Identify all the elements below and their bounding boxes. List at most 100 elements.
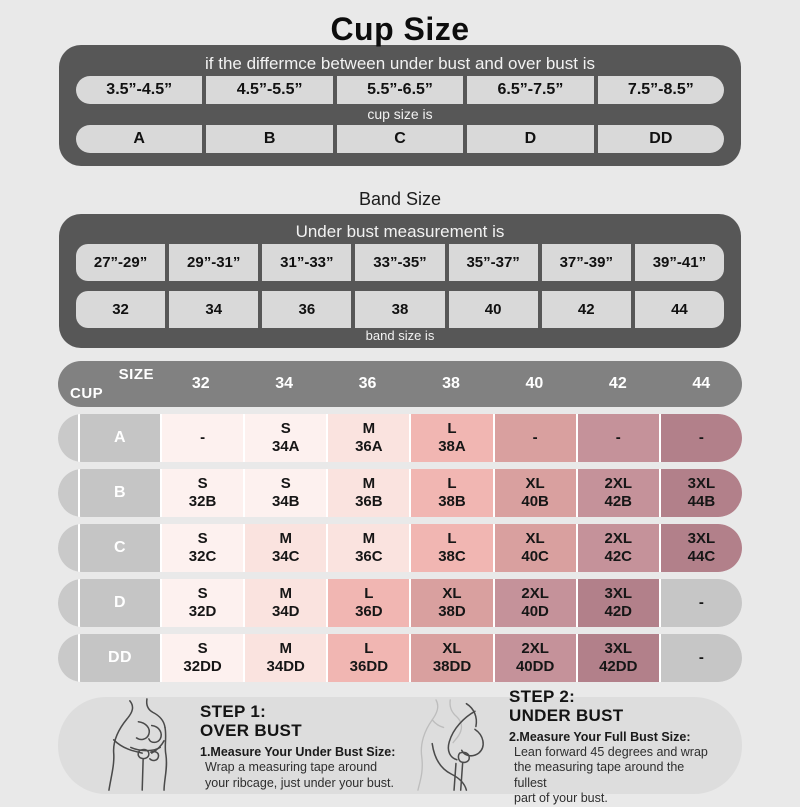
band-size-panel: Under bust measurement is 27”-29” 29”-31”… xyxy=(59,214,741,348)
size-cell-code: 36B xyxy=(355,493,383,510)
size-cell: M 34C xyxy=(245,524,327,572)
size-cell: 3XL 42D xyxy=(577,579,659,627)
step-2-name: UNDER BUST xyxy=(509,705,624,725)
matrix-row: B S 32B S 34B M 36B L 38B XL 40B 2XL 42B 3XL 44B xyxy=(58,469,742,517)
band-range-cell: 29”-31” xyxy=(169,244,259,281)
size-cell: - xyxy=(660,414,742,462)
size-cell-code: 34C xyxy=(271,548,300,565)
size-cell-empty: - xyxy=(532,429,538,446)
size-cell: 3XL 44B xyxy=(660,469,742,517)
step-2-block: STEP 2: UNDER BUST 2.Measure Your Full B… xyxy=(407,687,716,805)
band-row-gap xyxy=(76,281,724,291)
row-left-cap xyxy=(58,634,78,682)
size-cell-empty: - xyxy=(698,429,704,446)
band-range-cell: 35”-37” xyxy=(448,244,538,281)
size-cell: 2XL 42C xyxy=(577,524,659,572)
cup-range-cell: 4.5”-5.5” xyxy=(206,76,333,104)
size-cell-code: 40B xyxy=(521,493,549,510)
size-cell-code: 44B xyxy=(687,493,716,510)
size-cell: - xyxy=(494,414,576,462)
size-cell: M 36C xyxy=(328,524,410,572)
step-2-text: STEP 2: UNDER BUST 2.Measure Your Full B… xyxy=(509,685,716,807)
size-cell-code: 34DD xyxy=(266,658,305,675)
size-cell-code: 40D xyxy=(521,603,549,620)
cup-range-row: 3.5”-4.5” 4.5”-5.5” 5.5”-6.5” 6.5”-7.5” 7.5”… xyxy=(76,76,725,104)
band-range-cell: 33”-35” xyxy=(355,244,445,281)
band-size-cell: 42 xyxy=(541,291,631,328)
size-cell: M 34D xyxy=(245,579,327,627)
size-cell-size: M xyxy=(362,475,376,492)
band-size-is-label: band size is xyxy=(365,328,435,343)
step-1-block: STEP 1: OVER BUST 1.Measure Your Under B… xyxy=(98,697,407,794)
cup-letter-row: A B C D DD xyxy=(76,125,725,153)
cup-range-cell: 7.5”-8.5” xyxy=(597,76,725,104)
row-cup-label: D xyxy=(80,579,160,627)
size-cell: S 32B xyxy=(162,469,244,517)
step-2-label: STEP 2: xyxy=(509,686,576,706)
size-cell-size: M xyxy=(279,530,292,547)
cup-range-cell: 6.5”-7.5” xyxy=(467,76,594,104)
band-range-row: 27”-29” 29”-31” 31”-33” 33”-35” 35”-37” 37”-3… xyxy=(76,244,724,281)
step-1-body: Wrap a measuring tape around your ribcag… xyxy=(205,760,394,790)
size-cell-code: 38B xyxy=(438,493,466,510)
row-left-cap xyxy=(58,414,78,462)
size-cell-code: 32DD xyxy=(183,658,222,675)
size-cell-empty: - xyxy=(615,429,621,446)
size-cell-code: 32B xyxy=(188,493,217,510)
step-1-text: STEP 1: OVER BUST 1.Measure Your Under B… xyxy=(200,700,407,791)
matrix-column-header: 36 xyxy=(358,375,377,392)
size-cell-code: 40DD xyxy=(515,658,555,675)
size-cell-size: 3XL xyxy=(604,640,633,657)
matrix-row: D S 32D M 34D L 36D XL 38D 2XL 40D 3XL 42D - xyxy=(58,579,742,627)
size-cell: L 38C xyxy=(411,524,493,572)
size-cell: S 32D xyxy=(162,579,244,627)
matrix-row: A - S 34A M 36A L 38A - - - xyxy=(58,414,742,462)
size-cell-empty: - xyxy=(200,429,206,446)
cup-letter-cell: C xyxy=(336,125,464,153)
matrix-column-header: 44 xyxy=(692,375,711,392)
size-cell-size: S xyxy=(280,420,291,437)
size-cell: 3XL 42DD xyxy=(577,634,659,682)
over-bust-figure-illustration xyxy=(108,698,168,791)
band-size-cell: 38 xyxy=(355,291,445,328)
cup-range-cell: 5.5”-6.5” xyxy=(336,76,464,104)
size-cell-size: S xyxy=(197,585,208,602)
matrix-row: C S 32C M 34C M 36C L 38C XL 40C 2XL 42C 3XL 44C xyxy=(58,524,742,572)
size-cell-code: 44C xyxy=(687,548,716,565)
size-cell-size: 2XL xyxy=(604,530,633,547)
size-cell: XL 38DD xyxy=(411,634,493,682)
size-cell-code: 42B xyxy=(604,493,633,510)
matrix-rows: A - S 34A M 36A L 38A - - - B S 32B S 34B M 36B L 38B XL 40B 2… xyxy=(58,414,742,682)
size-cell-code: 34A xyxy=(271,438,300,455)
size-cell: S 34A xyxy=(245,414,327,462)
size-cell-code: 32C xyxy=(188,548,217,565)
step-1-lead: 1.Measure Your Under Bust Size: xyxy=(200,745,396,759)
row-left-cap xyxy=(58,579,78,627)
size-cell-code: 36DD xyxy=(349,658,389,675)
band-caption: Under bust measurement is xyxy=(295,222,505,241)
step-1-label: STEP 1: xyxy=(200,702,267,721)
band-size-cell: 32 xyxy=(76,291,166,328)
size-cell-size: S xyxy=(197,475,208,492)
corner-cup-label: CUP xyxy=(70,385,104,402)
size-matrix-header: SIZE CUP 32 34 36 38 40 42 44 xyxy=(58,361,742,407)
size-cell-code: 36D xyxy=(355,603,383,620)
cup-letter-cell: A xyxy=(76,125,203,153)
size-cell: XL 40C xyxy=(494,524,576,572)
size-cell: 3XL 44C xyxy=(660,524,742,572)
size-cell-code: 40C xyxy=(521,548,549,565)
size-matrix: SIZE CUP 32 34 36 38 40 42 44 A - S 34A M 36A L 38A - -… xyxy=(58,361,742,682)
row-cup-label: A xyxy=(80,414,160,462)
cup-range-cell: 3.5”-4.5” xyxy=(76,76,203,104)
size-cell-code: 32D xyxy=(188,603,217,620)
step-1-name: OVER BUST xyxy=(200,721,302,740)
row-left-cap xyxy=(58,469,78,517)
cup-size-panel: if the differmce between under bust and … xyxy=(59,45,741,166)
size-cell-empty: - xyxy=(698,649,704,666)
size-cell-size: 3XL xyxy=(687,530,716,547)
size-cell: 2XL 42B xyxy=(577,469,659,517)
size-cell: S 32C xyxy=(162,524,244,572)
step-2-title: STEP 2: UNDER BUST xyxy=(509,687,716,725)
matrix-corner: SIZE CUP xyxy=(58,361,160,407)
size-cell-size: S xyxy=(197,530,208,547)
